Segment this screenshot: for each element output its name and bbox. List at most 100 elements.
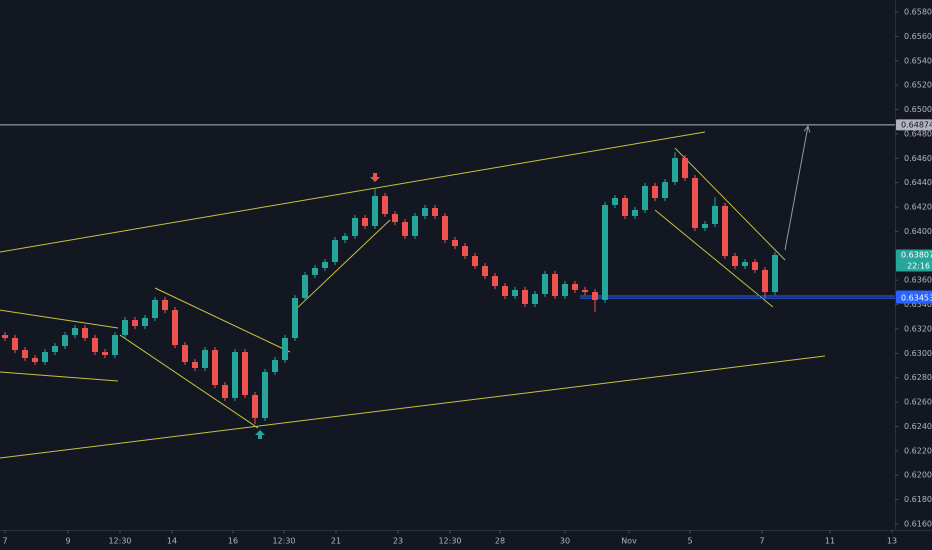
candle-body [302,274,308,298]
candle-body [652,185,658,199]
candle-body [682,158,688,179]
candle-body [332,239,338,263]
candle-body [692,178,698,229]
candle-body [22,350,28,358]
candle-body [352,218,358,236]
candle-body [712,205,718,224]
x-tick-label: 16 [228,537,238,546]
x-tick-label: 30 [560,537,570,546]
candle-body [252,395,258,418]
candle-body [12,337,18,351]
candle-body [42,351,48,362]
candle-body [32,357,38,362]
x-tick-label: 5 [687,537,692,546]
price-label: 0.63807 [901,250,932,259]
trend-line [0,371,119,382]
candle-body [552,273,558,297]
candle-body [292,297,298,338]
candle-body [462,246,468,257]
candle-body [442,215,448,240]
candle-body [502,286,508,297]
candle-body [382,195,388,214]
price-label: 0.64874 [901,120,932,129]
x-tick-label: 23 [393,537,403,546]
x-tick-label: 12:30 [108,537,131,546]
candle-body [152,299,158,318]
candle-body [202,350,208,368]
candle-body [702,223,708,229]
trend-line [0,355,826,459]
x-tick-label: 9 [65,537,70,546]
x-tick-label: 28 [495,537,505,546]
candle-body [532,293,538,304]
candle-body [452,239,458,247]
candle-body [492,276,498,287]
candle-body [722,205,728,257]
candle-body [112,335,118,356]
trend-line [154,287,291,353]
candle-body [72,327,78,336]
x-tick-label: 12:30 [272,537,295,546]
candle-body [162,299,168,311]
candle-body [62,335,68,347]
candle-body [572,283,578,290]
candle-body [542,273,548,294]
candle-body [82,327,88,338]
countdown-label: 22:16 [907,261,930,270]
candle-body [432,208,438,216]
candle-body [412,215,418,236]
candle-body [212,350,218,386]
x-tick-label: 21 [331,537,341,546]
candle-body [752,262,758,270]
trend-line [654,209,774,308]
candle-body [622,198,628,216]
candle-body [52,346,58,352]
candle-body [522,289,528,304]
candle-body [102,351,108,356]
x-tick-label: 11 [825,537,835,546]
candle-body [762,269,768,293]
candle-body [732,256,738,267]
candle-body [242,351,248,396]
candle-body [582,289,588,293]
candle-body [372,195,378,226]
candle-body [402,222,408,236]
candle-body [512,289,518,297]
candle-body [562,283,568,297]
price-label-box [896,292,932,304]
candle-body [182,345,188,362]
candle-body [282,337,288,361]
candle-body [192,361,198,368]
projection-arrow [784,126,808,251]
candle-body [602,204,608,300]
candle-body [142,317,148,327]
x-tick-label: 14 [167,537,177,546]
candle-body [632,209,638,216]
x-tick-label: 13 [887,537,897,546]
x-tick-label: Nov [621,537,637,546]
candle-body [312,268,318,275]
y-tick-label: 0.65800 [904,8,932,17]
signal-arrow [255,429,265,439]
candle-body [742,262,748,267]
price-label-box [896,119,932,131]
candle-body [342,235,348,240]
price-label-box [896,249,932,272]
candle-body [122,320,128,336]
trend-line [674,147,786,261]
candle-body [222,385,228,398]
